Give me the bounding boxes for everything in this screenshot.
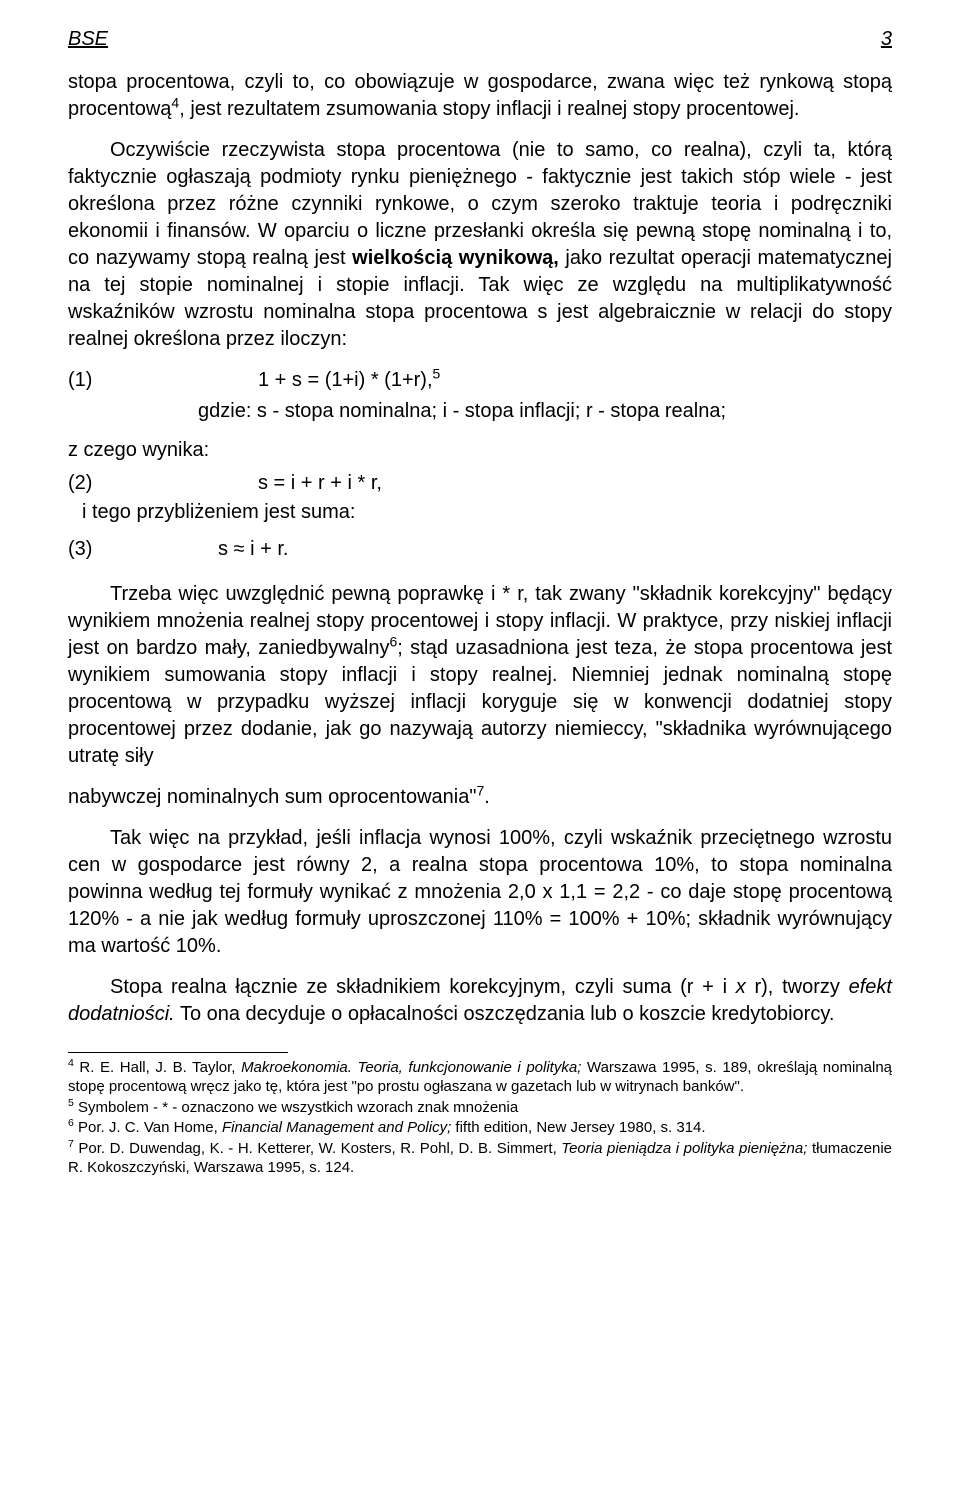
paragraph-1: stopa procentowa, czyli to, co obowiązuj… [68, 69, 892, 123]
p6-text-c: To ona decyduje o opłacalności oszczędza… [175, 1003, 835, 1025]
footnotes-block: 4 R. E. Hall, J. B. Taylor, Makroekonomi… [68, 1059, 892, 1178]
fn6-a: Por. J. C. Van Home, [74, 1119, 222, 1136]
paragraph-4: nabywczej nominalnych sum oprocentowania… [68, 784, 892, 811]
paragraph-3: Trzeba więc uwzględnić pewną poprawkę i … [68, 581, 892, 770]
eq3-number: (3) [68, 536, 218, 563]
equation-2: (2) s = i + r + i * r, [68, 470, 892, 497]
eq1-body: 1 + s = (1+i) * (1+r), [258, 369, 433, 391]
page-header: BSE 3 [68, 28, 892, 51]
header-page-number: 3 [881, 28, 892, 51]
p4-text-a: nabywczej nominalnych sum oprocentowania… [68, 786, 476, 808]
header-journal: BSE [68, 28, 108, 51]
footnote-ref-5: 5 [433, 365, 441, 381]
page-root: BSE 3 stopa procentowa, czyli to, co obo… [0, 0, 960, 1498]
equation-3: (3) s ≈ i + r. [68, 536, 892, 563]
footnote-6: 6 Por. J. C. Van Home, Financial Managem… [68, 1119, 892, 1138]
footnote-7: 7 Por. D. Duwendag, K. - H. Ketterer, W.… [68, 1140, 892, 1178]
paragraph-5: Tak więc na przykład, jeśli inflacja wyn… [68, 825, 892, 960]
p6-text-b: r), tworzy [746, 976, 849, 998]
fn6-b: fifth edition, New Jersey 1980, s. 314. [451, 1119, 705, 1136]
fn4-italic: Makroekonomia. Teoria, funkcjonowanie i … [241, 1059, 581, 1076]
paragraph-6: Stopa realna łącznie ze składnikiem kore… [68, 974, 892, 1028]
footnote-5: 5 Symbolem - * - oznaczono we wszystkich… [68, 1099, 892, 1118]
equation-where: gdzie: s - stopa nominalna; i - stopa in… [68, 398, 892, 425]
fn4-a: R. E. Hall, J. B. Taylor, [74, 1059, 241, 1076]
eq1-body-wrap: 1 + s = (1+i) * (1+r),5 [258, 367, 892, 394]
eq2-body: s = i + r + i * r, [258, 470, 892, 497]
eq3-body: s ≈ i + r. [218, 536, 892, 563]
p6-x-italic: x [736, 976, 746, 998]
p4-text-b: . [484, 786, 490, 808]
footnote-rule [68, 1052, 288, 1053]
p1-text-b: , jest rezultatem zsumowania stopy infla… [179, 98, 799, 120]
line-wynika: z czego wynika: [68, 437, 892, 464]
fn5-text: Symbolem - * - oznaczono we wszystkich w… [74, 1099, 518, 1116]
fn6-italic: Financial Management and Policy; [222, 1119, 451, 1136]
fn7-a: Por. D. Duwendag, K. - H. Ketterer, W. K… [74, 1140, 561, 1157]
p6-text-a: Stopa realna łącznie ze składnikiem kore… [110, 976, 736, 998]
equation-1: (1) 1 + s = (1+i) * (1+r),5 [68, 367, 892, 394]
eq2-number: (2) [68, 470, 258, 497]
eq1-number: (1) [68, 367, 258, 394]
footnote-4: 4 R. E. Hall, J. B. Taylor, Makroekonomi… [68, 1059, 892, 1097]
line-approx: i tego przybliżeniem jest suma: [68, 501, 892, 524]
p2-bold: wielkością wynikową, [352, 247, 559, 269]
fn7-italic: Teoria pieniądza i polityka pieniężna; [561, 1140, 807, 1157]
paragraph-2: Oczywiście rzeczywista stopa procentowa … [68, 137, 892, 353]
